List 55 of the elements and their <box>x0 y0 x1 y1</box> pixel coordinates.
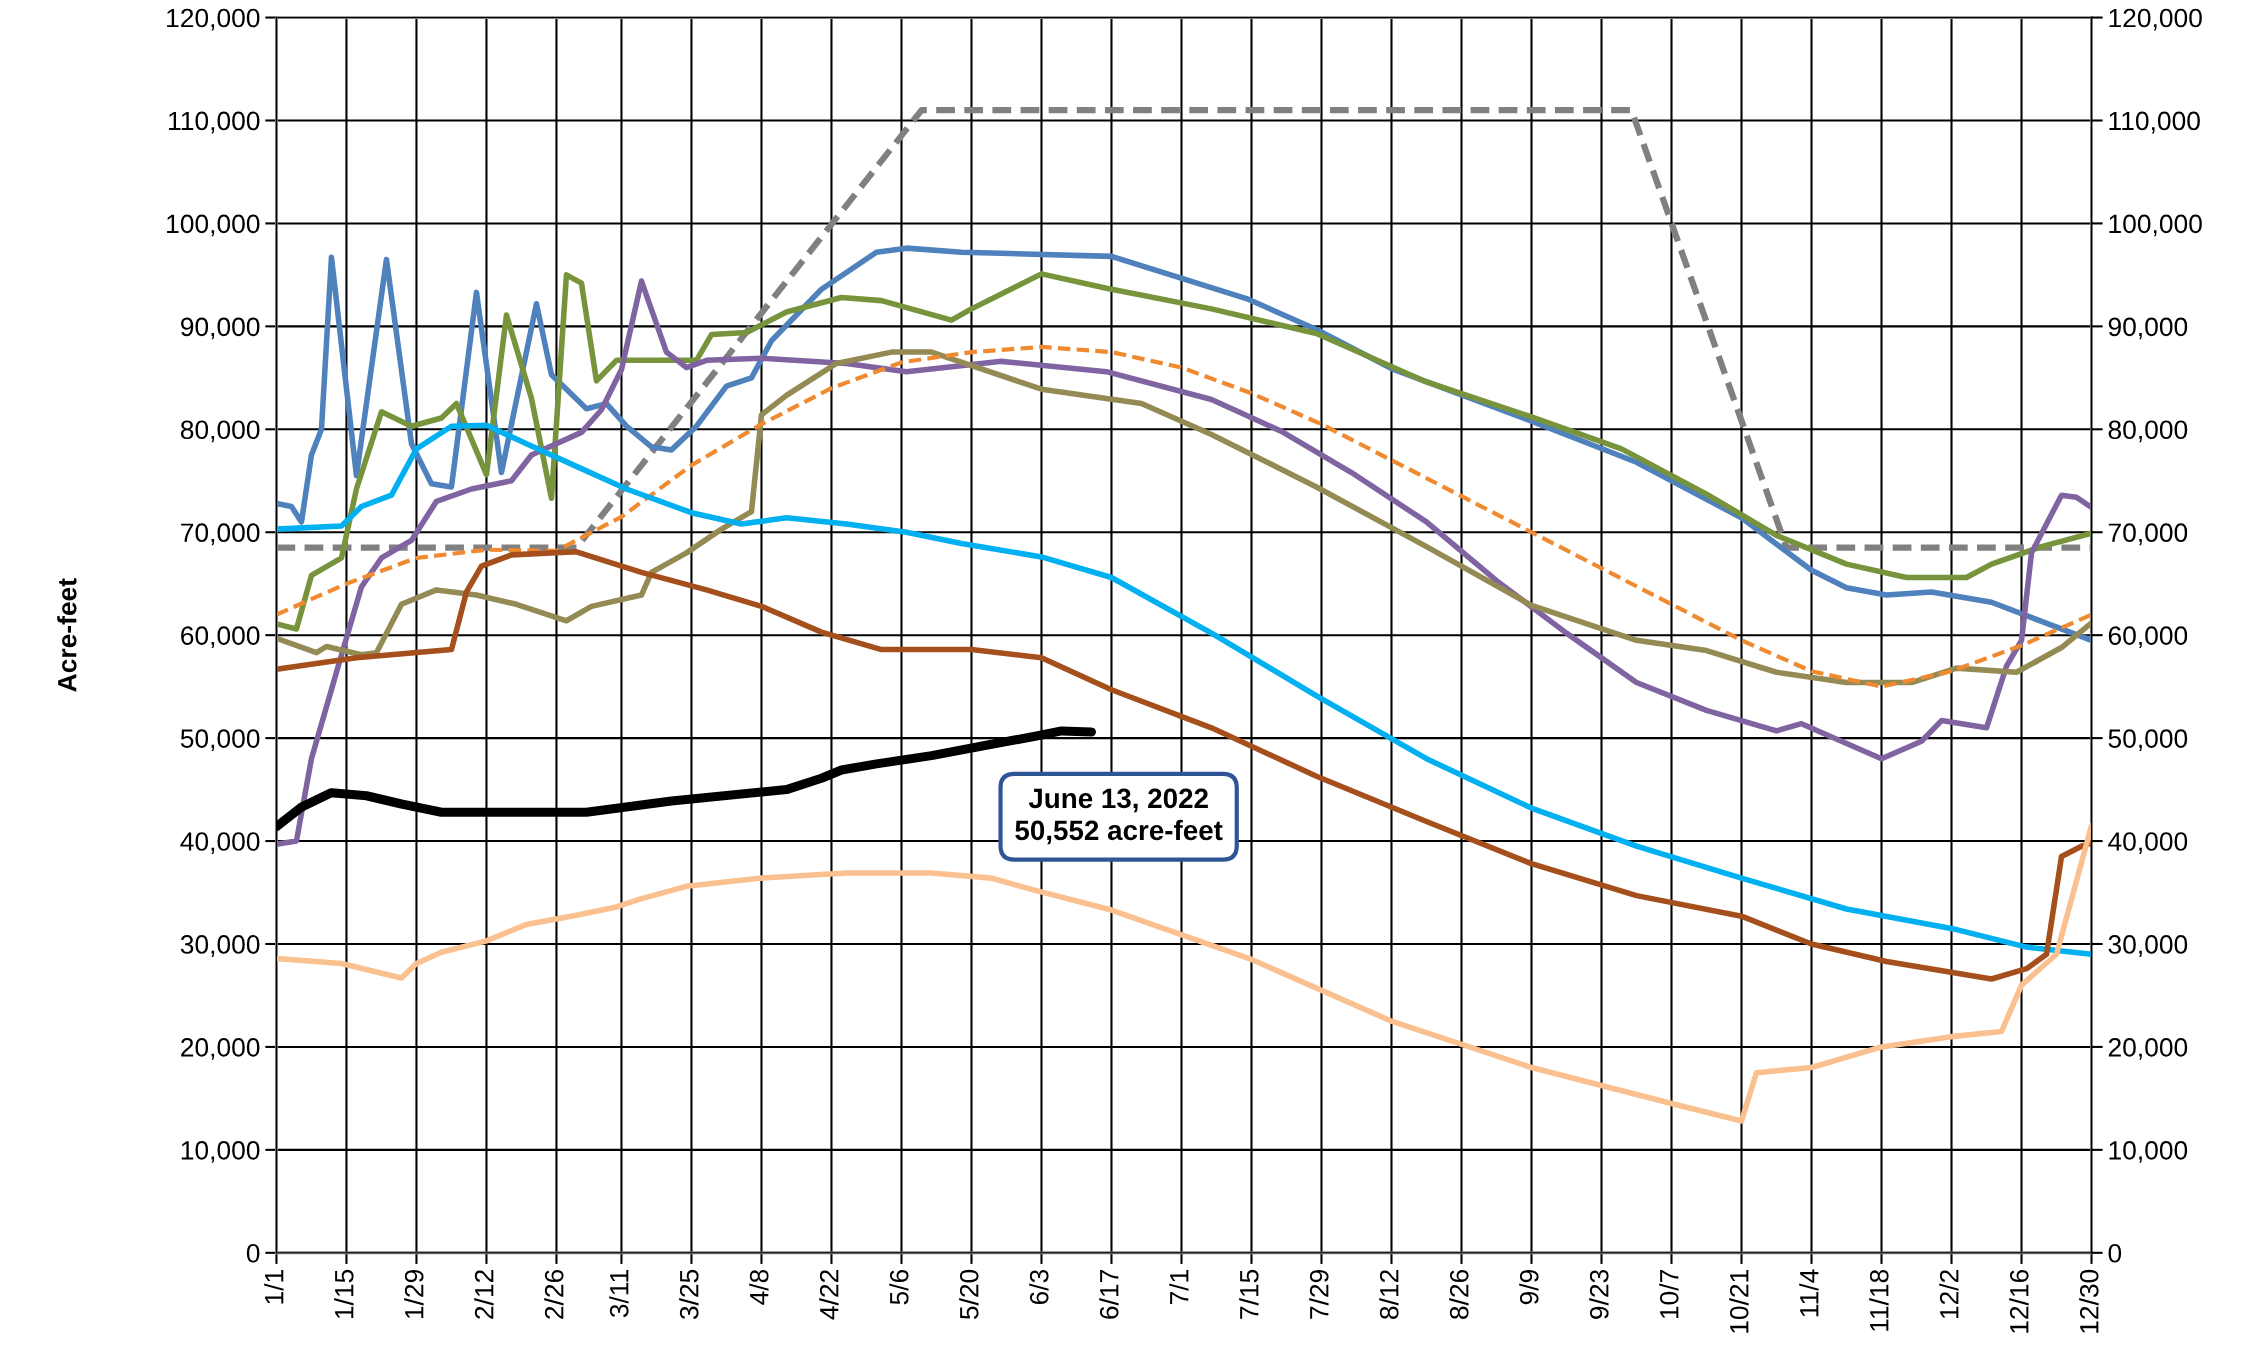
y2-tick-label: 0 <box>2108 1243 2122 1263</box>
y-tick-label: 20,000 <box>181 1038 260 1060</box>
x-tick-label: 1/1 <box>264 1270 284 1304</box>
y2-tick-label: 120,000 <box>2109 8 2202 31</box>
x-tick-label: 3/25 <box>679 1269 699 1320</box>
x-tick-label: 9/23 <box>1589 1269 1609 1319</box>
x-tick-label: 10/7 <box>1659 1270 1679 1319</box>
y2-tick-label: 100,000 <box>2109 214 2202 237</box>
y-tick-label: 0 <box>246 1243 260 1263</box>
x-tick-label: 2/26 <box>544 1269 564 1319</box>
annotation: June 13, 2022 50,552 acre-feet <box>1015 788 1223 845</box>
x-tick-label: 1/29 <box>404 1270 424 1319</box>
y-tick-label: 10,000 <box>181 1141 260 1163</box>
x-tick-label: 2/12 <box>474 1270 494 1319</box>
x-tick-label: 10/21 <box>1729 1270 1749 1333</box>
y-tick-label: 120,000 <box>167 8 260 31</box>
x-tick-label: 11/18 <box>1869 1269 1889 1331</box>
y2-tick-label: 110,000 <box>2109 111 2200 134</box>
x-tick-label: 5/20 <box>959 1269 979 1320</box>
y2-tick-label: 50,000 <box>2108 729 2188 752</box>
y-tick-label: 80,000 <box>180 420 260 443</box>
y-tick-label: 110,000 <box>169 111 260 134</box>
y2-tick-label: 30,000 <box>2108 935 2188 957</box>
y-tick-label: 60,000 <box>181 626 260 649</box>
y-tick-label: 90,000 <box>181 317 260 340</box>
x-tick-label: 12/16 <box>2009 1269 2029 1333</box>
x-tick-label: 1/15 <box>334 1269 354 1319</box>
x-tick-label: 7/1 <box>1169 1270 1189 1305</box>
y-tick-label: 100,000 <box>167 214 260 237</box>
y2-tick-label: 70,000 <box>2108 523 2188 546</box>
x-tick-label: 5/6 <box>889 1269 909 1305</box>
y2-tick-label: 60,000 <box>2108 626 2188 649</box>
x-tick-label: 4/8 <box>749 1269 769 1305</box>
x-tick-label: 9/9 <box>1519 1270 1539 1305</box>
x-tick-label: 3/11 <box>609 1270 629 1318</box>
y2-tick-label: 80,000 <box>2108 420 2188 443</box>
x-tick-label: 12/30 <box>2079 1269 2099 1333</box>
y-tick-label: 30,000 <box>180 935 260 957</box>
y2-tick-label: 90,000 <box>2108 317 2188 340</box>
y-tick-label: 40,000 <box>180 832 260 854</box>
x-tick-label: 6/17 <box>1099 1270 1119 1319</box>
x-tick-label: 6/3 <box>1029 1269 1049 1305</box>
y2-tick-label: 20,000 <box>2108 1038 2188 1060</box>
x-tick-label: 8/12 <box>1379 1270 1399 1319</box>
x-tick-label: 4/22 <box>819 1270 839 1320</box>
y-tick-label: 70,000 <box>181 523 260 546</box>
x-tick-label: 8/26 <box>1449 1269 1469 1319</box>
y2-tick-label: 40,000 <box>2108 832 2188 854</box>
y-tick-label: 50,000 <box>180 729 260 752</box>
x-tick-label: 12/2 <box>1939 1270 1959 1319</box>
y2-tick-label: 10,000 <box>2109 1141 2188 1163</box>
x-tick-label: 7/15 <box>1239 1269 1259 1319</box>
x-tick-label: 11/4 <box>1799 1269 1819 1317</box>
x-tick-label: 7/29 <box>1309 1270 1329 1319</box>
y-axis-title: Acre-feet <box>57 578 77 692</box>
